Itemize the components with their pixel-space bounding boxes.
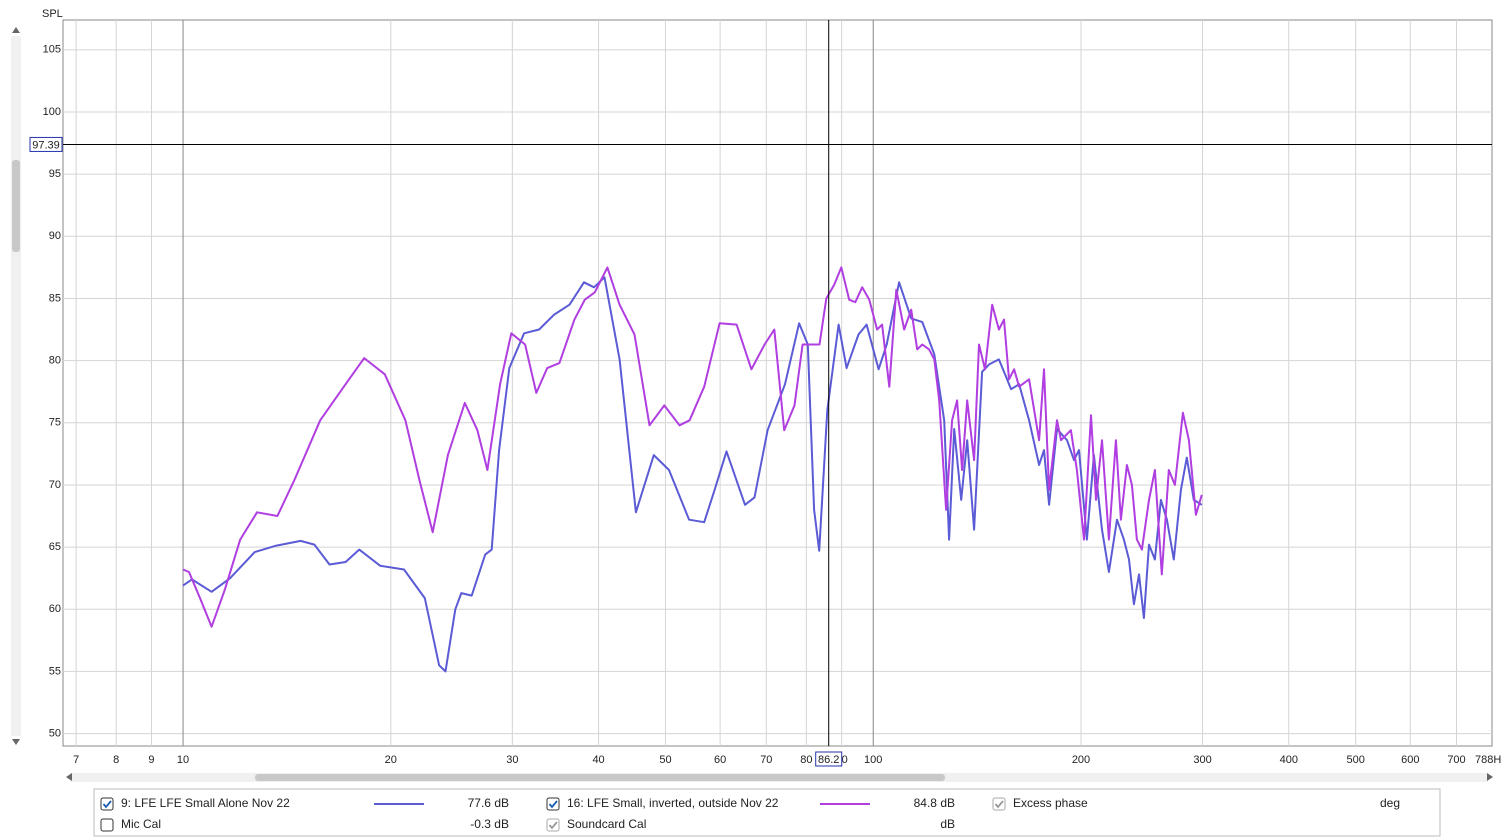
legend-readout: 77.6 dB xyxy=(468,796,509,810)
y-tick-label: 50 xyxy=(49,727,61,739)
legend-unit: dB xyxy=(940,817,955,831)
y-tick-label: 105 xyxy=(43,44,61,56)
y-tick-label: 100 xyxy=(43,106,61,118)
y-tick-label: 95 xyxy=(49,168,61,180)
legend-readout: -0.3 dB xyxy=(470,817,509,831)
x-tick-label: 60 xyxy=(714,754,726,766)
x-end-label: 788H xyxy=(1475,754,1501,766)
cursor-x-label: 86.2 xyxy=(818,754,839,766)
y-tick-label: 85 xyxy=(49,292,61,304)
x-tick-label: 30 xyxy=(506,754,518,766)
y-tick-label: 90 xyxy=(49,230,61,242)
x-tick-label: 9 xyxy=(148,754,154,766)
cursor-x-box xyxy=(815,751,843,767)
y-tick-label: 60 xyxy=(49,603,61,615)
legend-label: Excess phase xyxy=(1013,796,1088,810)
scroll-right[interactable] xyxy=(1487,773,1493,781)
x-tick-label: 500 xyxy=(1346,754,1364,766)
legend: 9: LFE LFE Small Alone Nov 22 77.6 dB 16: … xyxy=(93,788,1441,837)
series-line xyxy=(182,276,1203,673)
scroll-up[interactable] xyxy=(12,27,20,33)
x-tick-label: 50 xyxy=(659,754,671,766)
x-tick-label: 200 xyxy=(1072,754,1090,766)
legend-label[interactable]: 16: LFE Small, inverted, outside Nov 22 xyxy=(567,796,779,810)
legend-box xyxy=(93,788,1441,837)
y-tick-label: 55 xyxy=(49,665,61,677)
x-tick-label: 700 xyxy=(1447,754,1465,766)
series-line xyxy=(182,266,1203,628)
x-tick-label: 10 xyxy=(177,754,189,766)
cursor-y-box xyxy=(29,136,63,152)
v-scroll-thumb[interactable] xyxy=(12,160,20,252)
x-tick-label: 40 xyxy=(592,754,604,766)
x-tick-label: 100 xyxy=(864,754,882,766)
y-tick-label: 65 xyxy=(49,541,61,553)
checkmark xyxy=(548,821,558,830)
y-axis-label: SPL xyxy=(42,8,63,20)
y-tick-label: 70 xyxy=(49,479,61,491)
x-tick-label: 70 xyxy=(760,754,772,766)
x-tick-label: 600 xyxy=(1401,754,1419,766)
x-tick-label: 20 xyxy=(385,754,397,766)
checkbox xyxy=(546,818,560,832)
cursor-y-label: 97.39 xyxy=(32,139,60,151)
checkmark xyxy=(994,800,1004,809)
x-tick-label: 300 xyxy=(1193,754,1211,766)
checkmark xyxy=(102,800,112,809)
checkbox[interactable] xyxy=(100,797,114,811)
scroll-left[interactable] xyxy=(66,773,72,781)
y-tick-label: 80 xyxy=(49,355,61,367)
scroll-down[interactable] xyxy=(12,739,20,745)
legend-label: Soundcard Cal xyxy=(567,817,646,831)
legend-readout: 84.8 dB xyxy=(914,796,955,810)
legend-label[interactable]: 9: LFE LFE Small Alone Nov 22 xyxy=(121,796,290,810)
x-tick-label: 8 xyxy=(113,754,119,766)
checkbox[interactable] xyxy=(546,797,560,811)
checkmark xyxy=(548,800,558,809)
y-tick-label: 75 xyxy=(49,417,61,429)
legend-unit: deg xyxy=(1380,796,1400,810)
plot xyxy=(62,19,1493,747)
legend-label[interactable]: Mic Cal xyxy=(121,817,161,831)
h-scroll-thumb[interactable] xyxy=(255,774,945,781)
checkbox[interactable] xyxy=(100,818,114,832)
x-tick-label: 7 xyxy=(73,754,79,766)
x-tick-label: 400 xyxy=(1280,754,1298,766)
checkbox xyxy=(992,797,1006,811)
v-scrollbar[interactable] xyxy=(11,36,21,736)
plot-frame xyxy=(62,19,1493,747)
x-tick-label: 80 xyxy=(800,754,812,766)
